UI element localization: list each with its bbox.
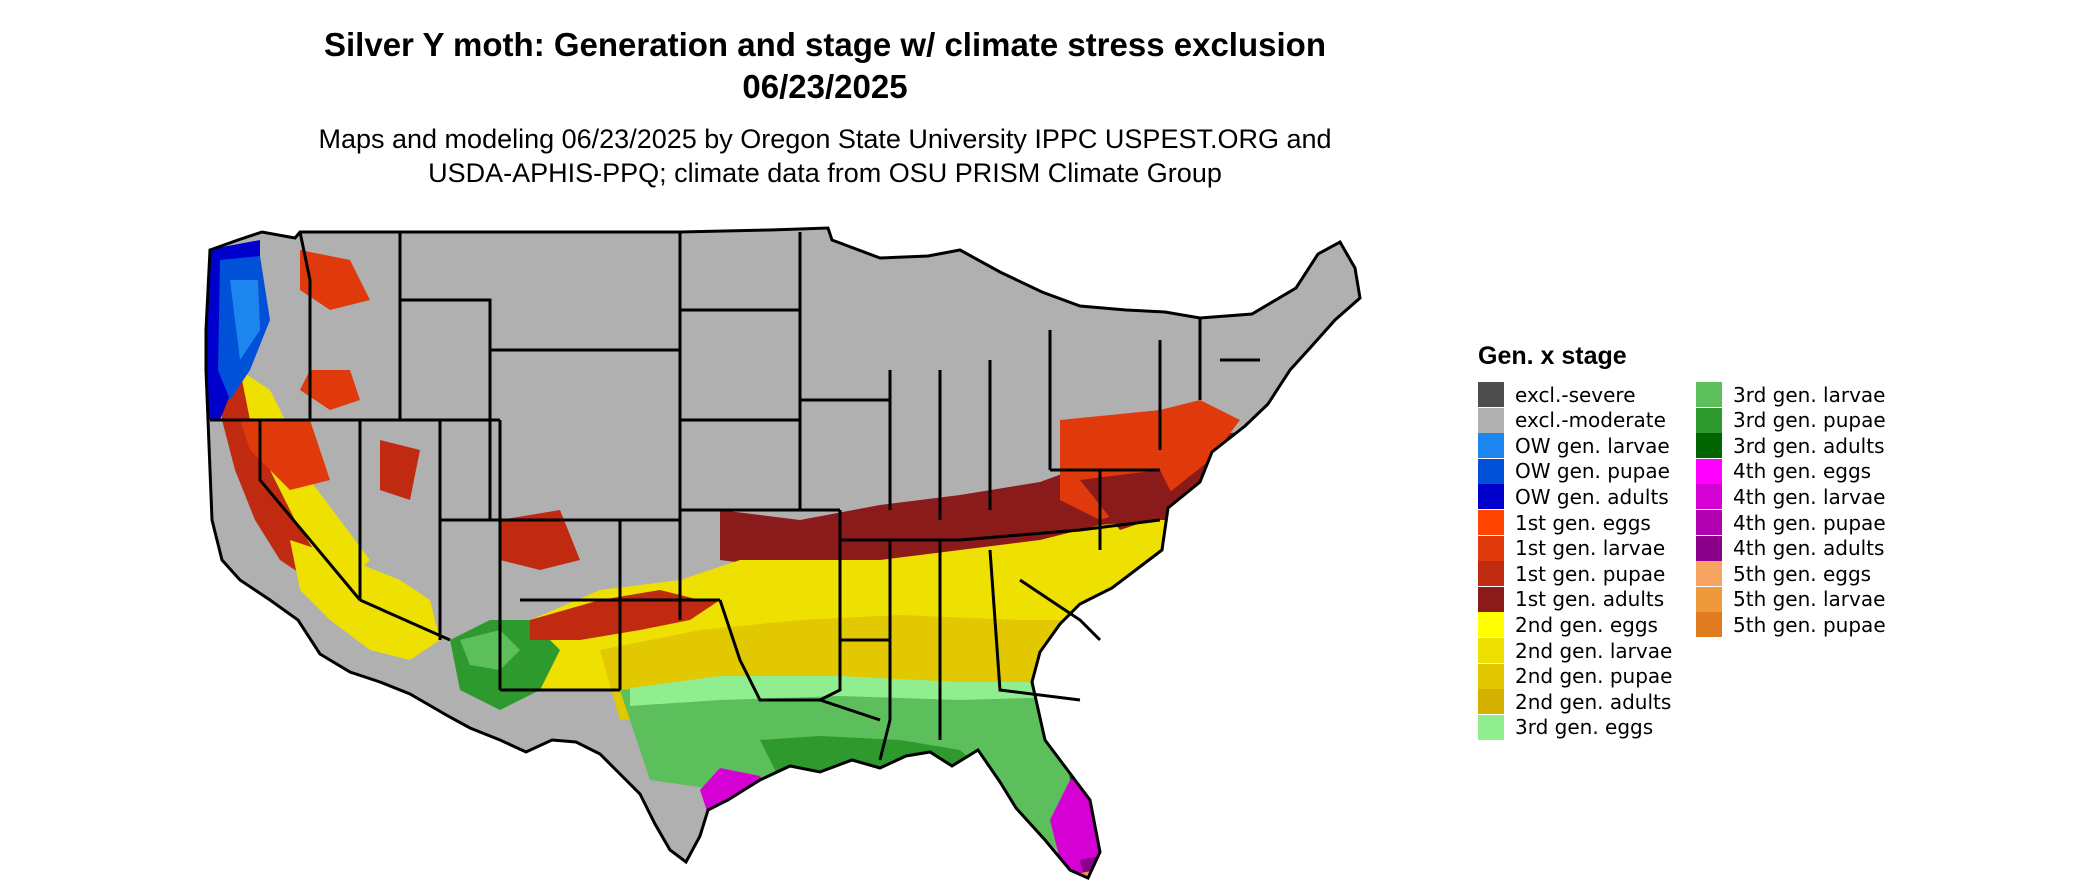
legend-item: 5th gen. pupae	[1696, 612, 1886, 638]
legend-item: 3rd gen. larvae	[1696, 382, 1885, 407]
legend-label: 4th gen. larvae	[1733, 484, 1886, 509]
legend-item: 5th gen. eggs	[1696, 561, 1872, 587]
legend-swatch	[1696, 586, 1722, 612]
legend-label: 3rd gen. larvae	[1733, 382, 1886, 407]
legend-swatch	[1696, 407, 1722, 433]
legend-swatch	[1478, 663, 1504, 689]
legend-label: OW gen. larvae	[1515, 433, 1670, 458]
legend-item: 2nd gen. pupae	[1478, 663, 1673, 689]
legend-swatch	[1696, 433, 1722, 459]
legend-item: 1st gen. eggs	[1478, 510, 1651, 535]
legend: Gen. x stage excl.-severe excl.-moderate O…	[1478, 342, 2038, 782]
legend-swatch	[1696, 612, 1722, 638]
credits-line-1: Maps and modeling 06/23/2025 by Oregon S…	[318, 124, 1332, 154]
legend-label: 1st gen. adults	[1515, 587, 1665, 612]
legend-item: 4th gen. pupae	[1696, 510, 1886, 535]
legend-label: 1st gen. pupae	[1515, 561, 1666, 586]
legend-item: 5th gen. larvae	[1696, 586, 1886, 612]
legend-label: 3rd gen. eggs	[1515, 715, 1654, 740]
legend-item: 3rd gen. pupae	[1696, 407, 1886, 433]
legend-swatch	[1478, 638, 1504, 663]
legend-swatch	[1478, 612, 1504, 638]
map-date: 06/23/2025	[742, 68, 908, 105]
legend-item: 4th gen. larvae	[1696, 484, 1886, 510]
legend-item: excl.-moderate	[1478, 407, 1666, 433]
legend-label: 4th gen. pupae	[1733, 510, 1886, 535]
legend-swatch	[1696, 484, 1722, 510]
legend-swatch	[1478, 458, 1504, 484]
legend-item: 1st gen. larvae	[1478, 535, 1666, 561]
legend-swatch	[1478, 382, 1504, 407]
legend-item: 4th gen. adults	[1696, 535, 1885, 561]
legend-swatch	[1478, 433, 1504, 459]
legend-swatch	[1696, 535, 1722, 561]
legend-item: excl.-severe	[1478, 382, 1636, 407]
legend-label: 2nd gen. pupae	[1515, 664, 1673, 689]
legend-label: 5th gen. larvae	[1733, 587, 1886, 612]
legend-swatch	[1696, 382, 1722, 407]
legend-swatch	[1478, 510, 1504, 535]
legend-label: 4th gen. adults	[1733, 536, 1885, 561]
legend-label: OW gen. pupae	[1515, 459, 1670, 484]
legend-label: OW gen. adults	[1515, 484, 1669, 509]
legend-item: 3rd gen. eggs	[1478, 714, 1654, 740]
legend-item: 1st gen. pupae	[1478, 561, 1666, 587]
legend-item: 1st gen. adults	[1478, 586, 1665, 612]
legend-swatch	[1696, 510, 1722, 535]
legend-label: 1st gen. eggs	[1515, 510, 1651, 535]
legend-label: 5th gen. pupae	[1733, 612, 1886, 637]
legend-label: 2nd gen. eggs	[1515, 612, 1658, 637]
map-title: Silver Y moth: Generation and stage w/ c…	[324, 26, 1326, 63]
legend-item: OW gen. larvae	[1478, 433, 1670, 459]
legend-label: 4th gen. eggs	[1733, 459, 1872, 484]
legend-label: 1st gen. larvae	[1515, 536, 1666, 561]
legend-item: 2nd gen. adults	[1478, 689, 1672, 715]
legend-label: 2nd gen. larvae	[1515, 638, 1673, 663]
us-map	[204, 226, 1362, 880]
legend-swatch	[1478, 535, 1504, 561]
legend-label: excl.-severe	[1515, 382, 1636, 407]
legend-item: 4th gen. eggs	[1696, 458, 1872, 484]
legend-label: 5th gen. eggs	[1733, 561, 1872, 586]
legend-label: 2nd gen. adults	[1515, 689, 1672, 714]
legend-swatch	[1478, 689, 1504, 715]
legend-item: 2nd gen. larvae	[1478, 638, 1672, 663]
legend-swatch	[1478, 407, 1504, 433]
legend-label: excl.-moderate	[1515, 408, 1666, 433]
credits-line-2: USDA-APHIS-PPQ; climate data from OSU PR…	[428, 158, 1222, 188]
legend-swatch	[1478, 586, 1504, 612]
legend-swatch	[1478, 561, 1504, 587]
legend-swatch	[1478, 484, 1504, 510]
legend-item: 3rd gen. adults	[1696, 433, 1885, 459]
legend-swatch	[1478, 714, 1504, 740]
legend-item: OW gen. pupae	[1478, 458, 1670, 484]
legend-swatch	[1696, 458, 1722, 484]
legend-item: OW gen. adults	[1478, 484, 1669, 510]
legend-label: 3rd gen. pupae	[1733, 408, 1886, 433]
legend-label: 3rd gen. adults	[1733, 433, 1885, 458]
legend-title: Gen. x stage	[1478, 342, 1627, 370]
legend-item: 2nd gen. eggs	[1478, 612, 1658, 638]
legend-swatch	[1696, 561, 1722, 587]
